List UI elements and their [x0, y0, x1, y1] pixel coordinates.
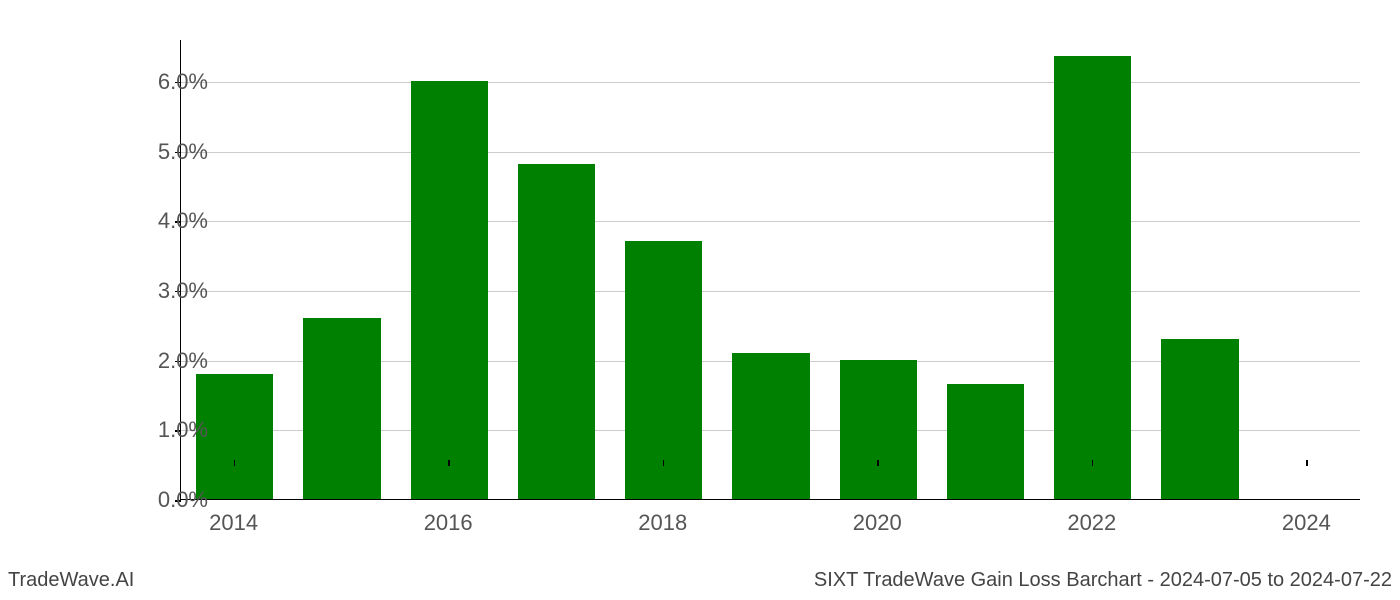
bar	[518, 164, 595, 499]
gridline	[181, 291, 1360, 292]
footer-left-text: TradeWave.AI	[8, 569, 134, 592]
y-tick-label: 6.0%	[138, 69, 208, 95]
x-tick-mark	[663, 460, 665, 466]
plot-area	[180, 40, 1360, 500]
gridline	[181, 82, 1360, 83]
gridline	[181, 221, 1360, 222]
x-tick-mark	[1092, 460, 1094, 466]
y-tick-label: 1.0%	[138, 417, 208, 443]
y-tick-label: 4.0%	[138, 208, 208, 234]
x-tick-mark	[448, 460, 450, 466]
x-tick-mark	[234, 460, 236, 466]
y-tick-label: 2.0%	[138, 348, 208, 374]
bar	[411, 81, 488, 499]
chart-container	[180, 40, 1360, 530]
bar	[1054, 56, 1131, 499]
x-tick-label: 2020	[853, 510, 902, 536]
x-tick-label: 2014	[209, 510, 258, 536]
x-tick-label: 2022	[1067, 510, 1116, 536]
y-tick-label: 3.0%	[138, 278, 208, 304]
bar	[947, 384, 1024, 499]
bar	[732, 353, 809, 499]
x-tick-mark	[1306, 460, 1308, 466]
bar	[1161, 339, 1238, 499]
bar	[303, 318, 380, 499]
x-tick-label: 2018	[638, 510, 687, 536]
x-tick-label: 2024	[1282, 510, 1331, 536]
gridline	[181, 152, 1360, 153]
bar	[840, 360, 917, 499]
x-tick-mark	[877, 460, 879, 466]
y-tick-label: 0.0%	[138, 487, 208, 513]
footer-right-text: SIXT TradeWave Gain Loss Barchart - 2024…	[814, 569, 1392, 592]
y-tick-label: 5.0%	[138, 139, 208, 165]
x-tick-label: 2016	[424, 510, 473, 536]
